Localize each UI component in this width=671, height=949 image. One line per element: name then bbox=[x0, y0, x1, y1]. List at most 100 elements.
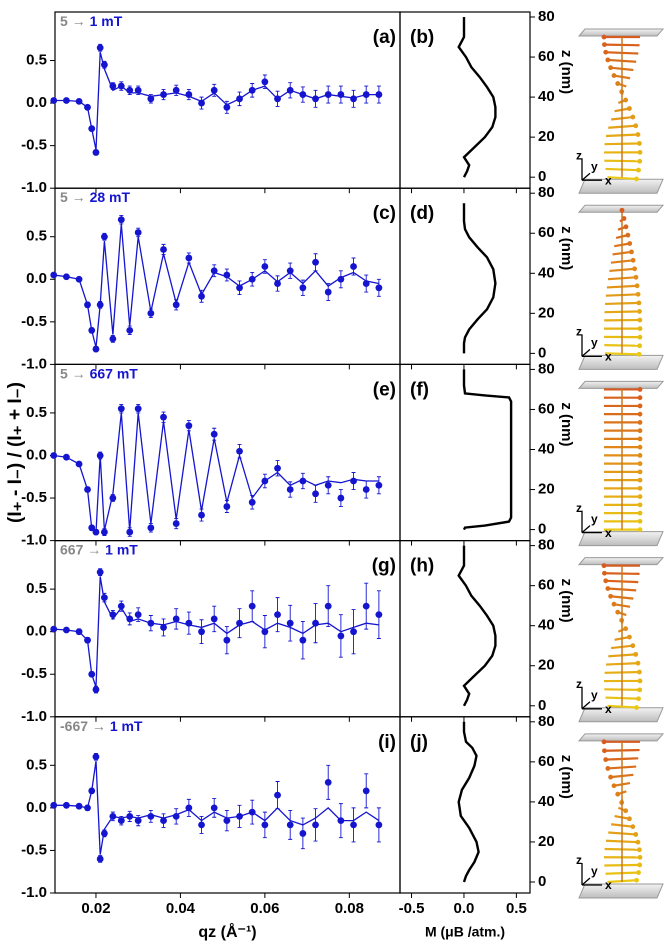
y-tick-label: 60 bbox=[538, 400, 555, 417]
data-point bbox=[312, 821, 319, 829]
data-point bbox=[299, 636, 307, 644]
data-point bbox=[324, 481, 332, 489]
spin-head bbox=[637, 395, 643, 401]
spin-head bbox=[636, 870, 641, 875]
data-point bbox=[198, 511, 205, 519]
frame-y: y bbox=[591, 159, 598, 173]
data-point bbox=[96, 44, 104, 52]
spin-head bbox=[636, 696, 641, 702]
spin-head bbox=[637, 502, 643, 508]
data-point bbox=[274, 791, 281, 799]
z-axis-label: z (nm) bbox=[558, 755, 575, 799]
plate bbox=[578, 354, 664, 370]
spin-head bbox=[601, 739, 607, 745]
spin-head bbox=[633, 651, 639, 657]
y-tick-label: -1.0 bbox=[21, 708, 47, 725]
frame-z: z bbox=[576, 501, 582, 515]
data-point bbox=[96, 855, 104, 863]
data-point bbox=[223, 103, 231, 111]
data-point bbox=[210, 430, 218, 438]
spin-head bbox=[634, 705, 639, 710]
spin-head bbox=[605, 57, 611, 63]
y-tick-label: 60 bbox=[538, 224, 555, 241]
data-point bbox=[92, 686, 100, 693]
data-point bbox=[147, 95, 155, 103]
frame-z: z bbox=[576, 325, 582, 339]
z-axis-label: z (nm) bbox=[558, 226, 575, 270]
data-point bbox=[337, 632, 345, 640]
plot-frame bbox=[54, 716, 401, 894]
spin-head bbox=[603, 757, 609, 763]
x-tick-label: 0.02 bbox=[81, 900, 110, 917]
data-point bbox=[185, 422, 193, 430]
data-point bbox=[198, 628, 205, 636]
data-point bbox=[134, 229, 142, 236]
spin-head bbox=[637, 158, 643, 164]
panel-label: (a) bbox=[373, 27, 396, 48]
y-tick-label: -0.5 bbox=[21, 841, 47, 858]
field-to: 1 mT bbox=[105, 541, 138, 557]
y-tick-label: 0.0 bbox=[26, 446, 47, 463]
frame-arrows bbox=[581, 334, 602, 358]
data-point bbox=[172, 86, 180, 94]
spin-head bbox=[634, 283, 640, 289]
frame-y: y bbox=[591, 864, 598, 878]
spin-head bbox=[637, 469, 643, 475]
panel-label: (c) bbox=[373, 203, 396, 224]
y-tick-label: 80 bbox=[538, 537, 555, 554]
frame-y: y bbox=[591, 688, 598, 702]
frame-z: z bbox=[576, 148, 582, 162]
data-point bbox=[274, 280, 281, 287]
spin-head bbox=[637, 326, 643, 331]
data-point bbox=[375, 481, 383, 489]
spin-head bbox=[637, 403, 643, 409]
data-point bbox=[172, 615, 180, 623]
data-point bbox=[185, 254, 193, 262]
panel-label: (b) bbox=[410, 27, 434, 48]
data-point bbox=[92, 345, 100, 353]
spin-head bbox=[635, 660, 641, 666]
data-point bbox=[350, 95, 357, 103]
frame-x: x bbox=[605, 350, 612, 364]
data-point bbox=[324, 288, 332, 296]
x-tick-label: 0.0 bbox=[454, 900, 475, 917]
y-tick-label: -1.0 bbox=[21, 355, 47, 372]
data-point bbox=[134, 86, 142, 94]
spin-head bbox=[637, 518, 643, 524]
data-point bbox=[261, 628, 269, 636]
data-point bbox=[147, 524, 155, 532]
data-point bbox=[312, 258, 319, 266]
data-point bbox=[274, 464, 281, 472]
data-point bbox=[160, 624, 167, 631]
spin-head bbox=[630, 257, 636, 263]
spin-head bbox=[637, 411, 643, 417]
y-tick-label: 20 bbox=[538, 481, 555, 498]
spin-head bbox=[615, 791, 621, 797]
spin-head bbox=[602, 42, 607, 48]
frame-x: x bbox=[605, 526, 612, 540]
frame-arrows bbox=[581, 863, 602, 886]
spin-head bbox=[637, 494, 643, 500]
spin-head bbox=[629, 249, 634, 255]
spin-head bbox=[637, 420, 643, 425]
spin-head bbox=[637, 687, 643, 693]
data-point bbox=[274, 611, 281, 619]
y-tick-label: -0.5 bbox=[21, 665, 47, 682]
spin-head bbox=[623, 97, 629, 103]
spin-head bbox=[634, 877, 639, 883]
profile-frame bbox=[399, 716, 531, 894]
spin-head bbox=[635, 839, 641, 845]
panel-label: (e) bbox=[373, 379, 396, 400]
spin-head bbox=[637, 485, 643, 491]
spin-head bbox=[637, 510, 643, 516]
y-tick-label: 40 bbox=[538, 793, 555, 810]
data-point bbox=[375, 611, 383, 619]
spin-head bbox=[637, 527, 643, 532]
field-to: 667 mT bbox=[90, 365, 139, 381]
data-point bbox=[147, 309, 155, 317]
field-to: 1 mT bbox=[90, 13, 123, 29]
frame-z: z bbox=[576, 853, 582, 867]
y-tick-label: 0 bbox=[538, 521, 546, 538]
y-tick-label: 0 bbox=[538, 697, 546, 714]
